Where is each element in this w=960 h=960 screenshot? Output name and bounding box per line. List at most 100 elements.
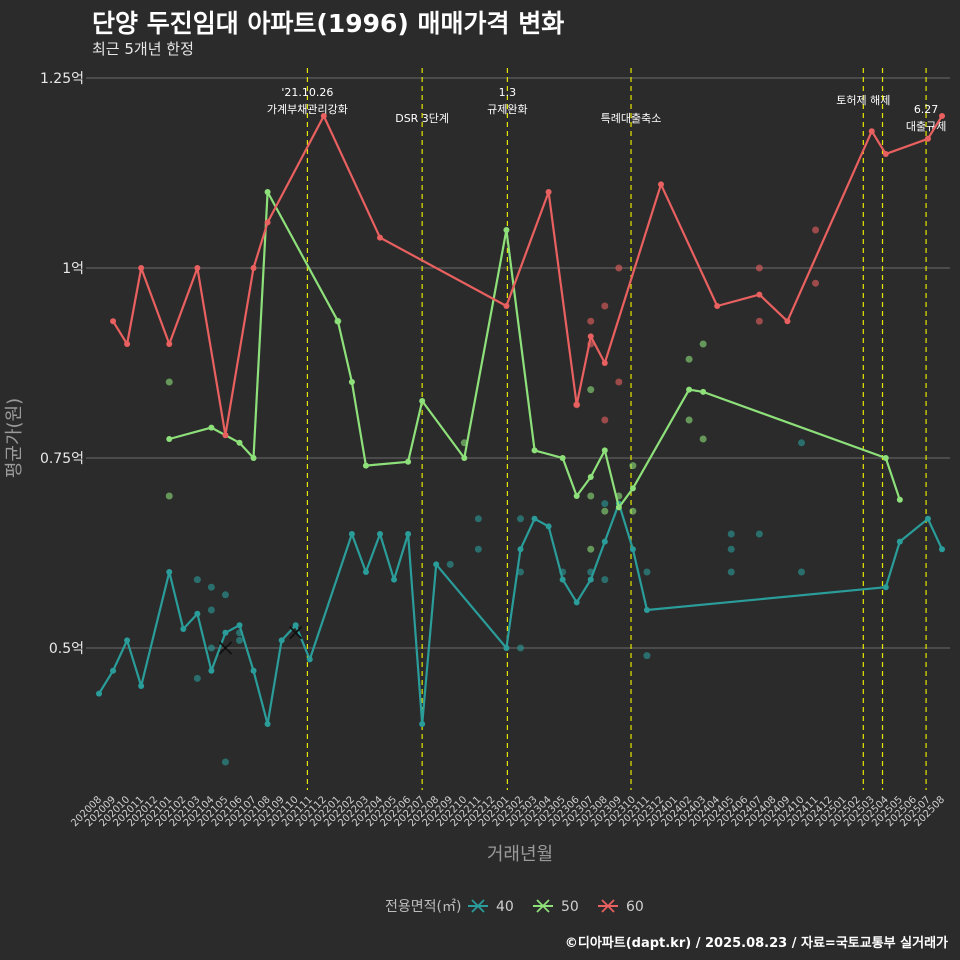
line-point	[180, 626, 187, 632]
legend: 전용면적(㎡) 40 50 60	[385, 899, 644, 915]
data-point	[587, 545, 595, 553]
data-point	[755, 317, 763, 325]
data-point	[615, 378, 623, 386]
line-point	[784, 318, 791, 325]
line-point	[868, 128, 875, 135]
line-point	[391, 576, 398, 583]
data-point	[517, 515, 524, 523]
line-point	[573, 599, 580, 606]
y-tick-label: 1.25억	[40, 71, 84, 87]
line-point	[419, 398, 426, 404]
line-point	[96, 690, 102, 697]
line-point	[208, 424, 215, 431]
data-point	[601, 507, 609, 515]
line-point	[166, 569, 173, 575]
line-point	[629, 485, 636, 492]
line-point	[587, 474, 594, 480]
line-point	[924, 135, 931, 142]
data-point	[446, 560, 454, 568]
data-point	[798, 568, 805, 576]
line-point	[419, 721, 426, 727]
event-label: 가계부채관리강화	[267, 103, 348, 116]
x-axis-ticks: 2020082020092020102020112020122021012021…	[69, 794, 947, 829]
line-point	[208, 667, 215, 674]
legend-item-40: 40	[468, 899, 514, 915]
series-60-line-points	[110, 113, 945, 439]
line-point	[517, 546, 524, 553]
line-point	[559, 455, 566, 461]
y-tick-label: 1억	[62, 261, 84, 277]
line-point	[124, 637, 131, 644]
line-point	[686, 386, 693, 393]
cross-stroke	[289, 626, 303, 640]
data-point	[685, 416, 693, 424]
data-point	[685, 355, 693, 363]
line-point	[882, 151, 889, 157]
legend-key-cross	[601, 899, 615, 913]
line-point	[264, 721, 271, 727]
line-point	[377, 234, 383, 241]
line-point	[292, 622, 299, 629]
data-point	[699, 340, 707, 348]
data-point	[517, 644, 524, 652]
series-40-line	[98, 502, 943, 726]
line-point	[939, 113, 945, 119]
legend-item-60: 60	[598, 899, 644, 915]
line-point	[587, 333, 594, 340]
line-point	[264, 189, 271, 195]
line-point	[194, 610, 201, 617]
line-point	[545, 189, 552, 195]
series-40-line-points	[96, 500, 945, 727]
line-point	[405, 531, 412, 537]
legend-label: 50	[561, 899, 579, 915]
line-point	[166, 436, 173, 442]
event-label: 1.3	[499, 86, 517, 99]
line-point	[601, 538, 608, 545]
line-point	[194, 265, 201, 271]
line-point	[348, 531, 355, 537]
line-point	[756, 291, 763, 298]
line-point	[601, 360, 608, 366]
line-point	[531, 447, 538, 454]
data-point	[193, 674, 201, 682]
data-point	[755, 264, 763, 272]
data-point	[587, 492, 595, 500]
line-point	[545, 523, 552, 530]
line-point	[643, 607, 650, 613]
series-40-points	[193, 439, 805, 766]
data-point	[601, 576, 609, 584]
line-point	[320, 113, 327, 119]
line-point	[433, 561, 440, 568]
line-point	[250, 455, 257, 461]
data-point	[601, 500, 609, 508]
legend-title: 전용면적(㎡)	[385, 899, 461, 915]
line-point	[531, 515, 538, 522]
line-point	[362, 569, 369, 575]
event-label: DSR 3단계	[395, 112, 449, 125]
data-point	[193, 576, 201, 584]
chart-title: 단양 두진임대 아파트(1996) 매매가격 변화	[92, 9, 565, 38]
line-point	[250, 265, 257, 271]
data-point	[699, 435, 707, 443]
data-point	[207, 583, 215, 591]
series-50-line	[169, 190, 901, 509]
line-point	[306, 656, 313, 663]
line-point	[362, 462, 369, 469]
data-point	[207, 606, 215, 614]
event-label: 규제완화	[487, 103, 527, 116]
legend-label: 60	[626, 899, 644, 915]
line-point	[700, 388, 707, 395]
data-point	[812, 279, 820, 287]
series-60-points	[573, 226, 820, 424]
event-label: 6.27	[914, 103, 939, 116]
line-point	[882, 455, 889, 461]
line-point	[601, 447, 608, 454]
cross-marker	[218, 641, 233, 655]
data-point	[727, 568, 735, 576]
data-point	[165, 378, 173, 386]
line-point	[924, 515, 931, 522]
line-point	[503, 303, 510, 309]
legend-label: 40	[496, 899, 514, 915]
data-point	[629, 462, 637, 470]
